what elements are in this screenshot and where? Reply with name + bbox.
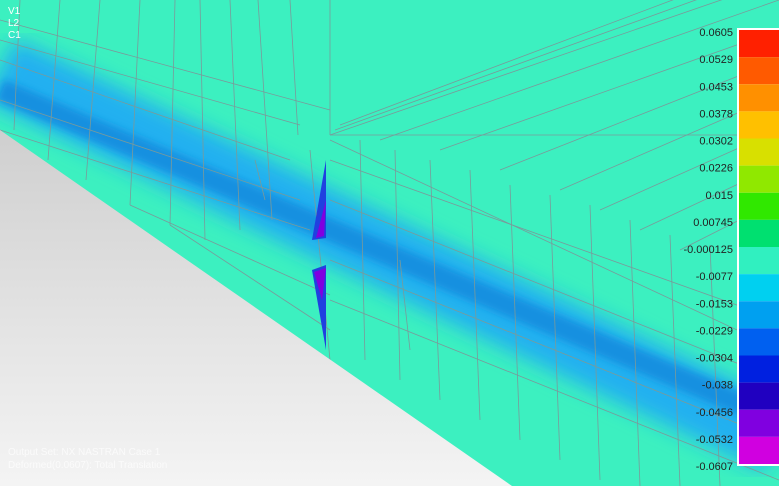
legend-label: 0.0453: [699, 81, 733, 93]
legend-band: [739, 193, 779, 220]
legend-band: [739, 30, 779, 57]
legend-label: -0.0607: [696, 461, 733, 473]
legend-band: [739, 247, 779, 274]
legend-band: [739, 301, 779, 328]
footer-text: Deformed(0.0607): Total Translation: [8, 460, 167, 471]
legend-label: -0.0304: [696, 353, 733, 365]
legend-band: [739, 410, 779, 437]
legend-label: 0.0529: [699, 54, 733, 66]
legend-band: [739, 437, 779, 464]
legend-label: 0.0302: [699, 136, 733, 148]
legend-label: 0.00745: [693, 217, 733, 229]
footer-text: Output Set: NX NASTRAN Case 1: [8, 447, 161, 458]
legend-band: [739, 274, 779, 301]
legend-band: [739, 57, 779, 84]
legend-label: -0.0456: [696, 407, 733, 419]
viewport: V1 L2 C1 Output Set: NX NASTRAN Case 1 D…: [0, 0, 779, 486]
legend-label: -0.000125: [683, 244, 733, 256]
view-label: V1: [8, 6, 21, 17]
legend-label: -0.0532: [696, 434, 733, 446]
legend-label: 0.0226: [699, 163, 733, 175]
legend-label: 0.0378: [699, 108, 733, 120]
legend-label: -0.038: [702, 380, 733, 392]
view-label: L2: [8, 18, 20, 29]
legend-label: -0.0229: [696, 325, 733, 337]
legend-band: [739, 328, 779, 355]
legend-label: 0.0605: [699, 27, 733, 39]
view-label: C1: [8, 30, 21, 41]
legend-band: [739, 84, 779, 111]
legend-label: -0.0077: [696, 271, 733, 283]
legend-band: [739, 166, 779, 193]
legend-label: 0.015: [705, 190, 733, 202]
legend-band: [739, 111, 779, 138]
contour-plot: V1 L2 C1 Output Set: NX NASTRAN Case 1 D…: [0, 0, 779, 486]
legend-band: [739, 139, 779, 166]
legend-band: [739, 383, 779, 410]
legend-band: [739, 356, 779, 383]
legend-label: -0.0153: [696, 298, 733, 310]
legend-band: [739, 220, 779, 247]
